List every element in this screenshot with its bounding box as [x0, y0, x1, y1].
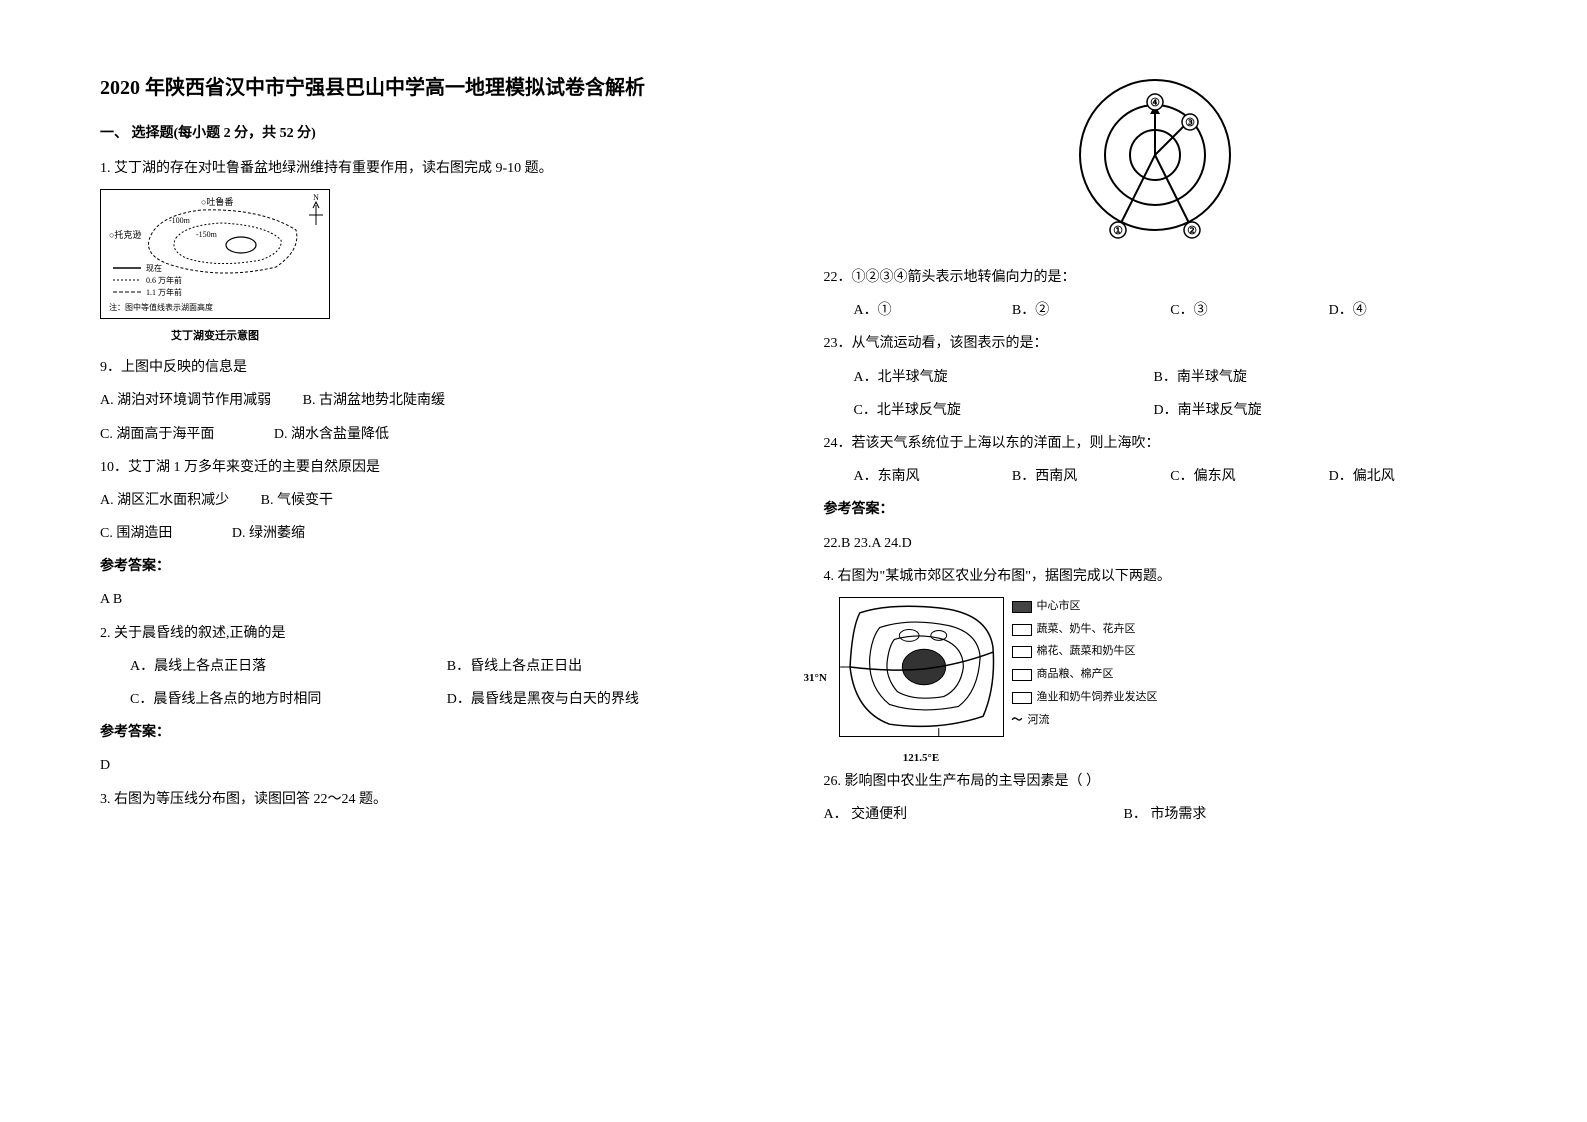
q24-options: A．东南风 B．西南风 C．偏东风 D．偏北风	[824, 464, 1488, 489]
q22-24-answer: 22.B 23.A 24.D	[824, 531, 1488, 556]
q24-opt-a: A．东南风	[854, 464, 1012, 489]
q22-opt-c: C．③	[1170, 298, 1328, 323]
svg-text:-100m: -100m	[169, 216, 191, 225]
q22-opt-d: D．④	[1329, 298, 1487, 323]
q24-opt-c: C．偏东风	[1170, 464, 1328, 489]
legend-item: 中心市区	[1012, 597, 1158, 617]
q9-text: 9．上图中反映的信息是	[100, 355, 764, 380]
q9-opt-b: B. 古湖盆地势北陡南缓	[303, 393, 445, 408]
legend-item: 棉花、蔬菜和奶牛区	[1012, 642, 1158, 662]
q2-answer-label: 参考答案：	[100, 720, 764, 745]
q24-opt-b: B．西南风	[1012, 464, 1170, 489]
q22-text: 22．①②③④箭头表示地转偏向力的是：	[824, 265, 1488, 290]
svg-text:N: N	[313, 193, 319, 202]
q23-text: 23．从气流运动看，该图表示的是：	[824, 331, 1488, 356]
q2-options-row2: C．晨昏线上各点的地方时相同 D．晨昏线是黑夜与白天的界线	[100, 687, 764, 712]
svg-text:②: ②	[1187, 225, 1197, 237]
pressure-diagram: ① ② ③ ④	[1040, 70, 1270, 250]
q26-options: A． 交通便利 B． 市场需求	[824, 802, 1488, 827]
q9-opt-d: D. 湖水含盐量降低	[274, 427, 389, 442]
q10-text: 10．艾丁湖 1 万多年来变迁的主要自然原因是	[100, 455, 764, 480]
section-header: 一、 选择题(每小题 2 分，共 52 分)	[100, 121, 764, 146]
q1-answer: A B	[100, 587, 764, 612]
q10-opt-c: C. 围湖造田	[100, 526, 172, 541]
q22-opt-b: B．②	[1012, 298, 1170, 323]
legend-item: 商品粮、棉产区	[1012, 665, 1158, 685]
q10-opt-d: D. 绿洲萎缩	[232, 526, 305, 541]
q1-figure: N ○吐鲁番 ○托克逊 -100m -150m 现在 0.6 万年前 1.1 万…	[100, 189, 330, 319]
svg-text:③: ③	[1185, 117, 1195, 129]
legend-item: 蔬菜、奶牛、花卉区	[1012, 620, 1158, 640]
svg-text:④: ④	[1150, 97, 1160, 109]
q2-opt-c: C．晨昏线上各点的地方时相同	[130, 687, 447, 712]
svg-text:现在: 现在	[146, 263, 162, 273]
svg-text:注：图中等值线表示湖面高度: 注：图中等值线表示湖面高度	[109, 302, 213, 312]
q23-opt-a: A．北半球气旋	[854, 365, 1154, 390]
svg-text:-150m: -150m	[196, 230, 218, 239]
q1-figure-caption: 艾丁湖变迁示意图	[100, 327, 330, 347]
q1-intro: 1. 艾丁湖的存在对吐鲁番盆地绿洲维持有重要作用，读右图完成 9-10 题。	[100, 156, 764, 181]
q26-opt-b: B． 市场需求	[1124, 802, 1207, 827]
exam-title: 2020 年陕西省汉中市宁强县巴山中学高一地理模拟试卷含解析	[100, 70, 764, 106]
q26-opt-a: A． 交通便利	[824, 802, 1124, 827]
q2-intro: 2. 关于晨昏线的叙述,正确的是	[100, 621, 764, 646]
q3-intro: 3. 右图为等压线分布图，读图回答 22～24 题。	[100, 787, 764, 812]
q10-opt-b: B. 气候变干	[261, 493, 333, 508]
q4-intro: 4. 右图为"某城市郊区农业分布图"，据图完成以下两题。	[824, 564, 1488, 589]
q2-opt-d: D．晨昏线是黑夜与白天的界线	[447, 687, 764, 712]
right-column: ① ② ③ ④ 22．①②③④箭头表示地转偏向力的是： A．① B．② C．③ …	[824, 70, 1488, 835]
label-tulufan: ○吐鲁番	[201, 196, 233, 207]
label-tuokesun: ○托克逊	[109, 229, 141, 240]
q23-options-row2: C．北半球反气旋 D．南半球反气旋	[824, 398, 1488, 423]
q9-opt-c: C. 湖面高于海平面	[100, 427, 214, 442]
svg-text:①: ①	[1113, 225, 1123, 237]
svg-text:0.6 万年前: 0.6 万年前	[146, 275, 182, 285]
q22-24-answer-label: 参考答案：	[824, 497, 1488, 522]
q23-options-row1: A．北半球气旋 B．南半球气旋	[824, 365, 1488, 390]
q22-options: A．① B．② C．③ D．④	[824, 298, 1488, 323]
q2-answer: D	[100, 753, 764, 778]
q2-options-row1: A．晨线上各点正日落 B．昏线上各点正日出	[100, 654, 764, 679]
q9-opt-a: A. 湖泊对环境调节作用减弱	[100, 393, 271, 408]
q23-opt-d: D．南半球反气旋	[1154, 398, 1262, 423]
q9-options-row1: A. 湖泊对环境调节作用减弱 B. 古湖盆地势北陡南缓	[100, 388, 764, 413]
coord-lon: 121.5°E	[839, 749, 1004, 769]
q24-text: 24．若该天气系统位于上海以东的洋面上，则上海吹：	[824, 431, 1488, 456]
q23-opt-c: C．北半球反气旋	[854, 398, 1154, 423]
q9-options-row2: C. 湖面高于海平面 D. 湖水含盐量降低	[100, 422, 764, 447]
q26-text: 26. 影响图中农业生产布局的主导因素是（ ）	[824, 769, 1488, 794]
legend-item: 〜河流	[1012, 711, 1158, 731]
q1-answer-label: 参考答案：	[100, 554, 764, 579]
q10-options-row1: A. 湖区汇水面积减少 B. 气候变干	[100, 488, 764, 513]
q22-opt-a: A．①	[854, 298, 1012, 323]
coord-lat: 31°N	[804, 669, 827, 689]
svg-text:1.1 万年前: 1.1 万年前	[146, 287, 182, 297]
q10-opt-a: A. 湖区汇水面积减少	[100, 493, 229, 508]
legend-item: 渔业和奶牛饲养业发达区	[1012, 688, 1158, 708]
left-column: 2020 年陕西省汉中市宁强县巴山中学高一地理模拟试卷含解析 一、 选择题(每小…	[100, 70, 764, 835]
q10-options-row2: C. 围湖造田 D. 绿洲萎缩	[100, 521, 764, 546]
q2-opt-b: B．昏线上各点正日出	[447, 654, 764, 679]
q23-opt-b: B．南半球气旋	[1154, 365, 1247, 390]
map-legend: 中心市区 蔬菜、奶牛、花卉区 棉花、蔬菜和奶牛区 商品粮、棉产区 渔业和奶牛饲养…	[1012, 597, 1158, 746]
q2-opt-a: A．晨线上各点正日落	[130, 654, 447, 679]
q24-opt-d: D．偏北风	[1329, 464, 1487, 489]
